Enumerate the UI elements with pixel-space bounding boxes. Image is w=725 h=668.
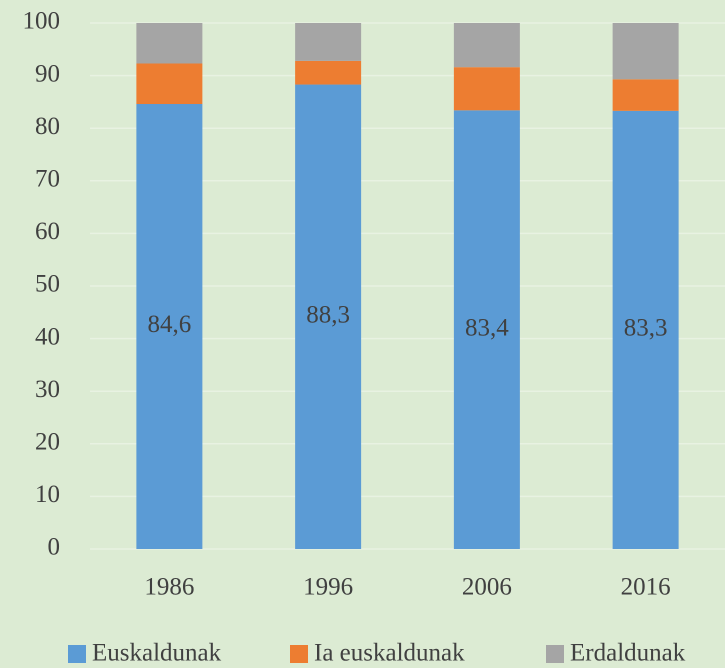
y-tick-label: 60 [35,218,60,245]
bar-segment [453,110,520,549]
bar-segment [295,23,362,61]
y-tick-label: 50 [35,271,60,298]
y-tick-label: 30 [35,376,60,403]
bar-segment [453,67,520,111]
y-tick-label: 0 [48,534,61,561]
y-tick-label: 70 [35,166,60,193]
legend-swatch [68,645,86,663]
y-tick-label: 80 [35,113,60,140]
y-tick-label: 20 [35,429,60,456]
bar-segment [612,110,679,549]
legend-label: Euskaldunak [92,640,222,667]
x-tick-label: 1986 [144,574,194,601]
legend-label: Erdaldunak [570,640,686,667]
bar-segment [295,60,362,85]
bar-segment [295,84,362,550]
y-tick-label: 100 [23,8,61,35]
legend-label: Ia euskaldunak [314,640,465,667]
bar-segment [136,23,203,64]
x-tick-label: 1996 [303,574,353,601]
bar-segment [136,63,203,105]
legend-swatch [546,645,564,663]
data-label: 88,3 [306,302,350,329]
bar-segment [136,104,203,549]
y-tick-label: 90 [35,60,60,87]
x-tick-label: 2016 [621,574,671,601]
bar-segment [612,23,679,80]
y-tick-label: 40 [35,323,60,350]
data-label: 84,6 [148,311,192,338]
x-tick-label: 2006 [462,574,512,601]
bar-segment [612,79,679,111]
data-label: 83,4 [465,314,509,341]
legend-swatch [290,645,308,663]
bar-segment [453,23,520,68]
y-tick-label: 10 [35,481,60,508]
data-label: 83,3 [624,315,668,342]
